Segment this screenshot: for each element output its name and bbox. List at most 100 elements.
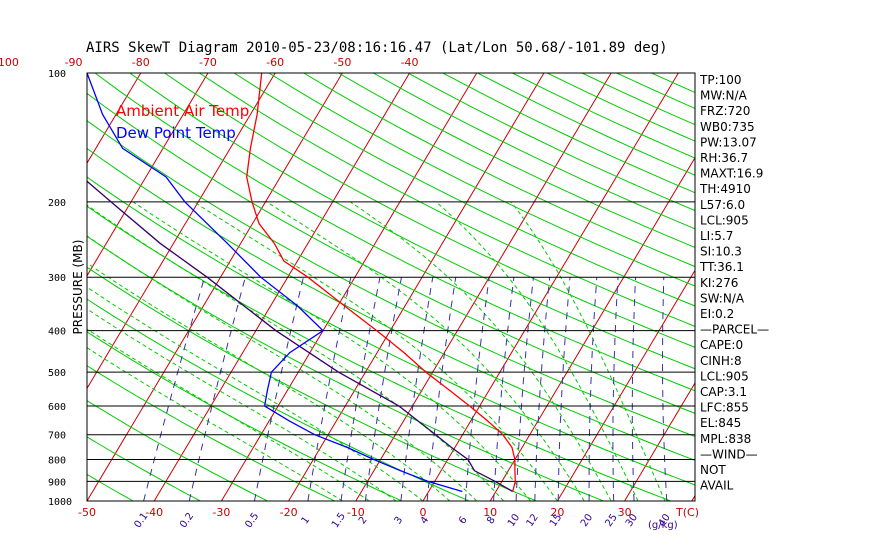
mixing-ratio-line [253,277,304,501]
top-temp-tick-label: -100 [0,56,19,69]
mixing-ratio-tick-label: 3 [393,515,406,527]
top-temp-tick-label: -40 [401,56,419,69]
mixing-ratio-line [534,277,551,501]
index-entry: LI:5.7 [700,229,733,243]
dry-adiabat-line [87,436,201,501]
index-entry: CAPE:0 [700,338,743,352]
isotherm-line [422,73,679,501]
mixing-ratio-tick-label: 1.5 [330,511,348,530]
dry-adiabat-line [373,73,695,230]
pressure-tick-label: 800 [48,456,66,467]
plot-border [86,72,696,502]
index-entry: NOT [700,463,726,477]
mixing-ratio-line [340,277,381,501]
index-entry: RH:36.7 [700,151,748,165]
mixing-ratio-line [426,277,457,501]
bottom-temp-tick-label: -20 [280,506,298,519]
dry-adiabat-line [87,365,335,501]
parcel-curve [87,180,514,493]
mixing-ratio-line [143,277,206,501]
dry-adiabat-line [87,205,671,501]
index-entry: PW:13.07 [700,135,757,149]
moist-adiabat-line [510,201,666,501]
index-entry: TP:100 [699,73,742,87]
index-entry: AVAIL [700,479,734,493]
dry-adiabat-line [87,331,403,501]
index-entry: LFC:855 [700,401,749,415]
pressure-tick-label: 600 [48,402,66,413]
mixing-ratio-line [307,277,352,501]
axis-labels: 0.1 0.2 0.5 1 1.5 2 3 4 6 8 10 12 15 20 25 30 40(g/kg)10… [0,56,699,531]
pressure-tick-label: 200 [48,198,66,209]
dry-adiabat-line [87,235,604,501]
isotherm-line [826,73,870,501]
dry-adiabat-line [442,73,695,194]
bottom-temp-tick-label: -30 [212,506,230,519]
dry-adiabat-line [129,73,695,370]
moist-adiabat-line [87,347,343,501]
moist-adiabat-line [87,235,478,501]
pressure-tick-label: 1000 [48,497,72,508]
dry-adiabat-line [164,73,695,348]
top-temp-tick-label: -90 [65,56,83,69]
index-entry: TH:4910 [699,182,751,196]
mixing-ratio-tick-label: 8 [485,515,498,527]
dry-adiabat-line [87,266,537,501]
mixing-ratio-line [662,277,668,501]
mixing-ratio-line [557,277,571,501]
index-entry: TT:36.1 [699,260,744,274]
dry-adiabat-line [87,176,695,486]
mixing-ratio-line [464,277,490,501]
mixing-ratio-lines [143,277,668,501]
legend-air-temp: Ambient Air Temp [116,102,249,120]
bottom-temp-tick-label: -40 [145,506,163,519]
mixing-ratio-line [612,277,619,501]
isotherm-line [624,382,695,501]
index-entry: WB0:735 [700,120,755,134]
index-entry: FRZ:720 [700,104,750,118]
mixing-ratio-line [493,277,515,501]
index-entry: —WIND— [700,447,758,461]
legend-dew-point: Dew Point Temp [116,124,236,142]
bottom-temp-tick-label: -50 [78,506,96,519]
pressure-tick-label: 400 [48,327,66,338]
mixing-ratio-tick-label: 1 [300,515,313,527]
chart-title: AIRS SkewT Diagram 2010-05-23/08:16:16.4… [86,40,668,56]
isotherm-line [87,73,209,277]
dry-adiabat-line [477,73,695,176]
isotherm-lines [87,73,870,501]
isotherm-line [220,73,478,501]
dry-adiabat-line [268,73,695,287]
moist-adiabat-line [132,201,531,501]
dry-adiabat-line [233,73,695,307]
top-temp-tick-label: -60 [266,56,284,69]
dry-adiabat-line [87,147,695,461]
dew-point-line [87,73,463,493]
moist-adiabat-line [349,201,612,501]
mixing-ratio-tick-label: 0.5 [243,511,261,530]
y-axis-label: PRESSURE (MB) [71,240,85,335]
mixing-ratio-tick-label: 6 [457,515,470,527]
pressure-tick-label: 700 [48,431,66,442]
bottom-temp-tick-label: 20 [550,506,564,519]
pressure-tick-label: 500 [48,368,66,379]
sounding-series [87,73,516,493]
dry-adiabat-line [651,73,695,94]
isotherm-line [153,73,410,501]
pressure-tick-label: 900 [48,477,66,488]
index-entry: —PARCEL— [700,323,769,337]
isotherm-line [759,73,870,501]
dry-adiabat-line [199,73,695,327]
dry-adiabat-line [87,92,695,414]
isotherm-line [355,73,612,501]
mixing-ratio-tick-label: 20 [579,512,595,529]
bottom-temp-tick-label: 0 [420,506,427,519]
index-entry: L57:6.0 [700,198,745,212]
mixing-ratio-tick-label: 4 [419,515,432,527]
dry-adiabat-line [303,73,695,268]
dry-adiabat-line [87,473,134,501]
top-temp-tick-label: -80 [132,56,150,69]
legend: Ambient Air Temp Dew Point Temp [116,102,249,142]
